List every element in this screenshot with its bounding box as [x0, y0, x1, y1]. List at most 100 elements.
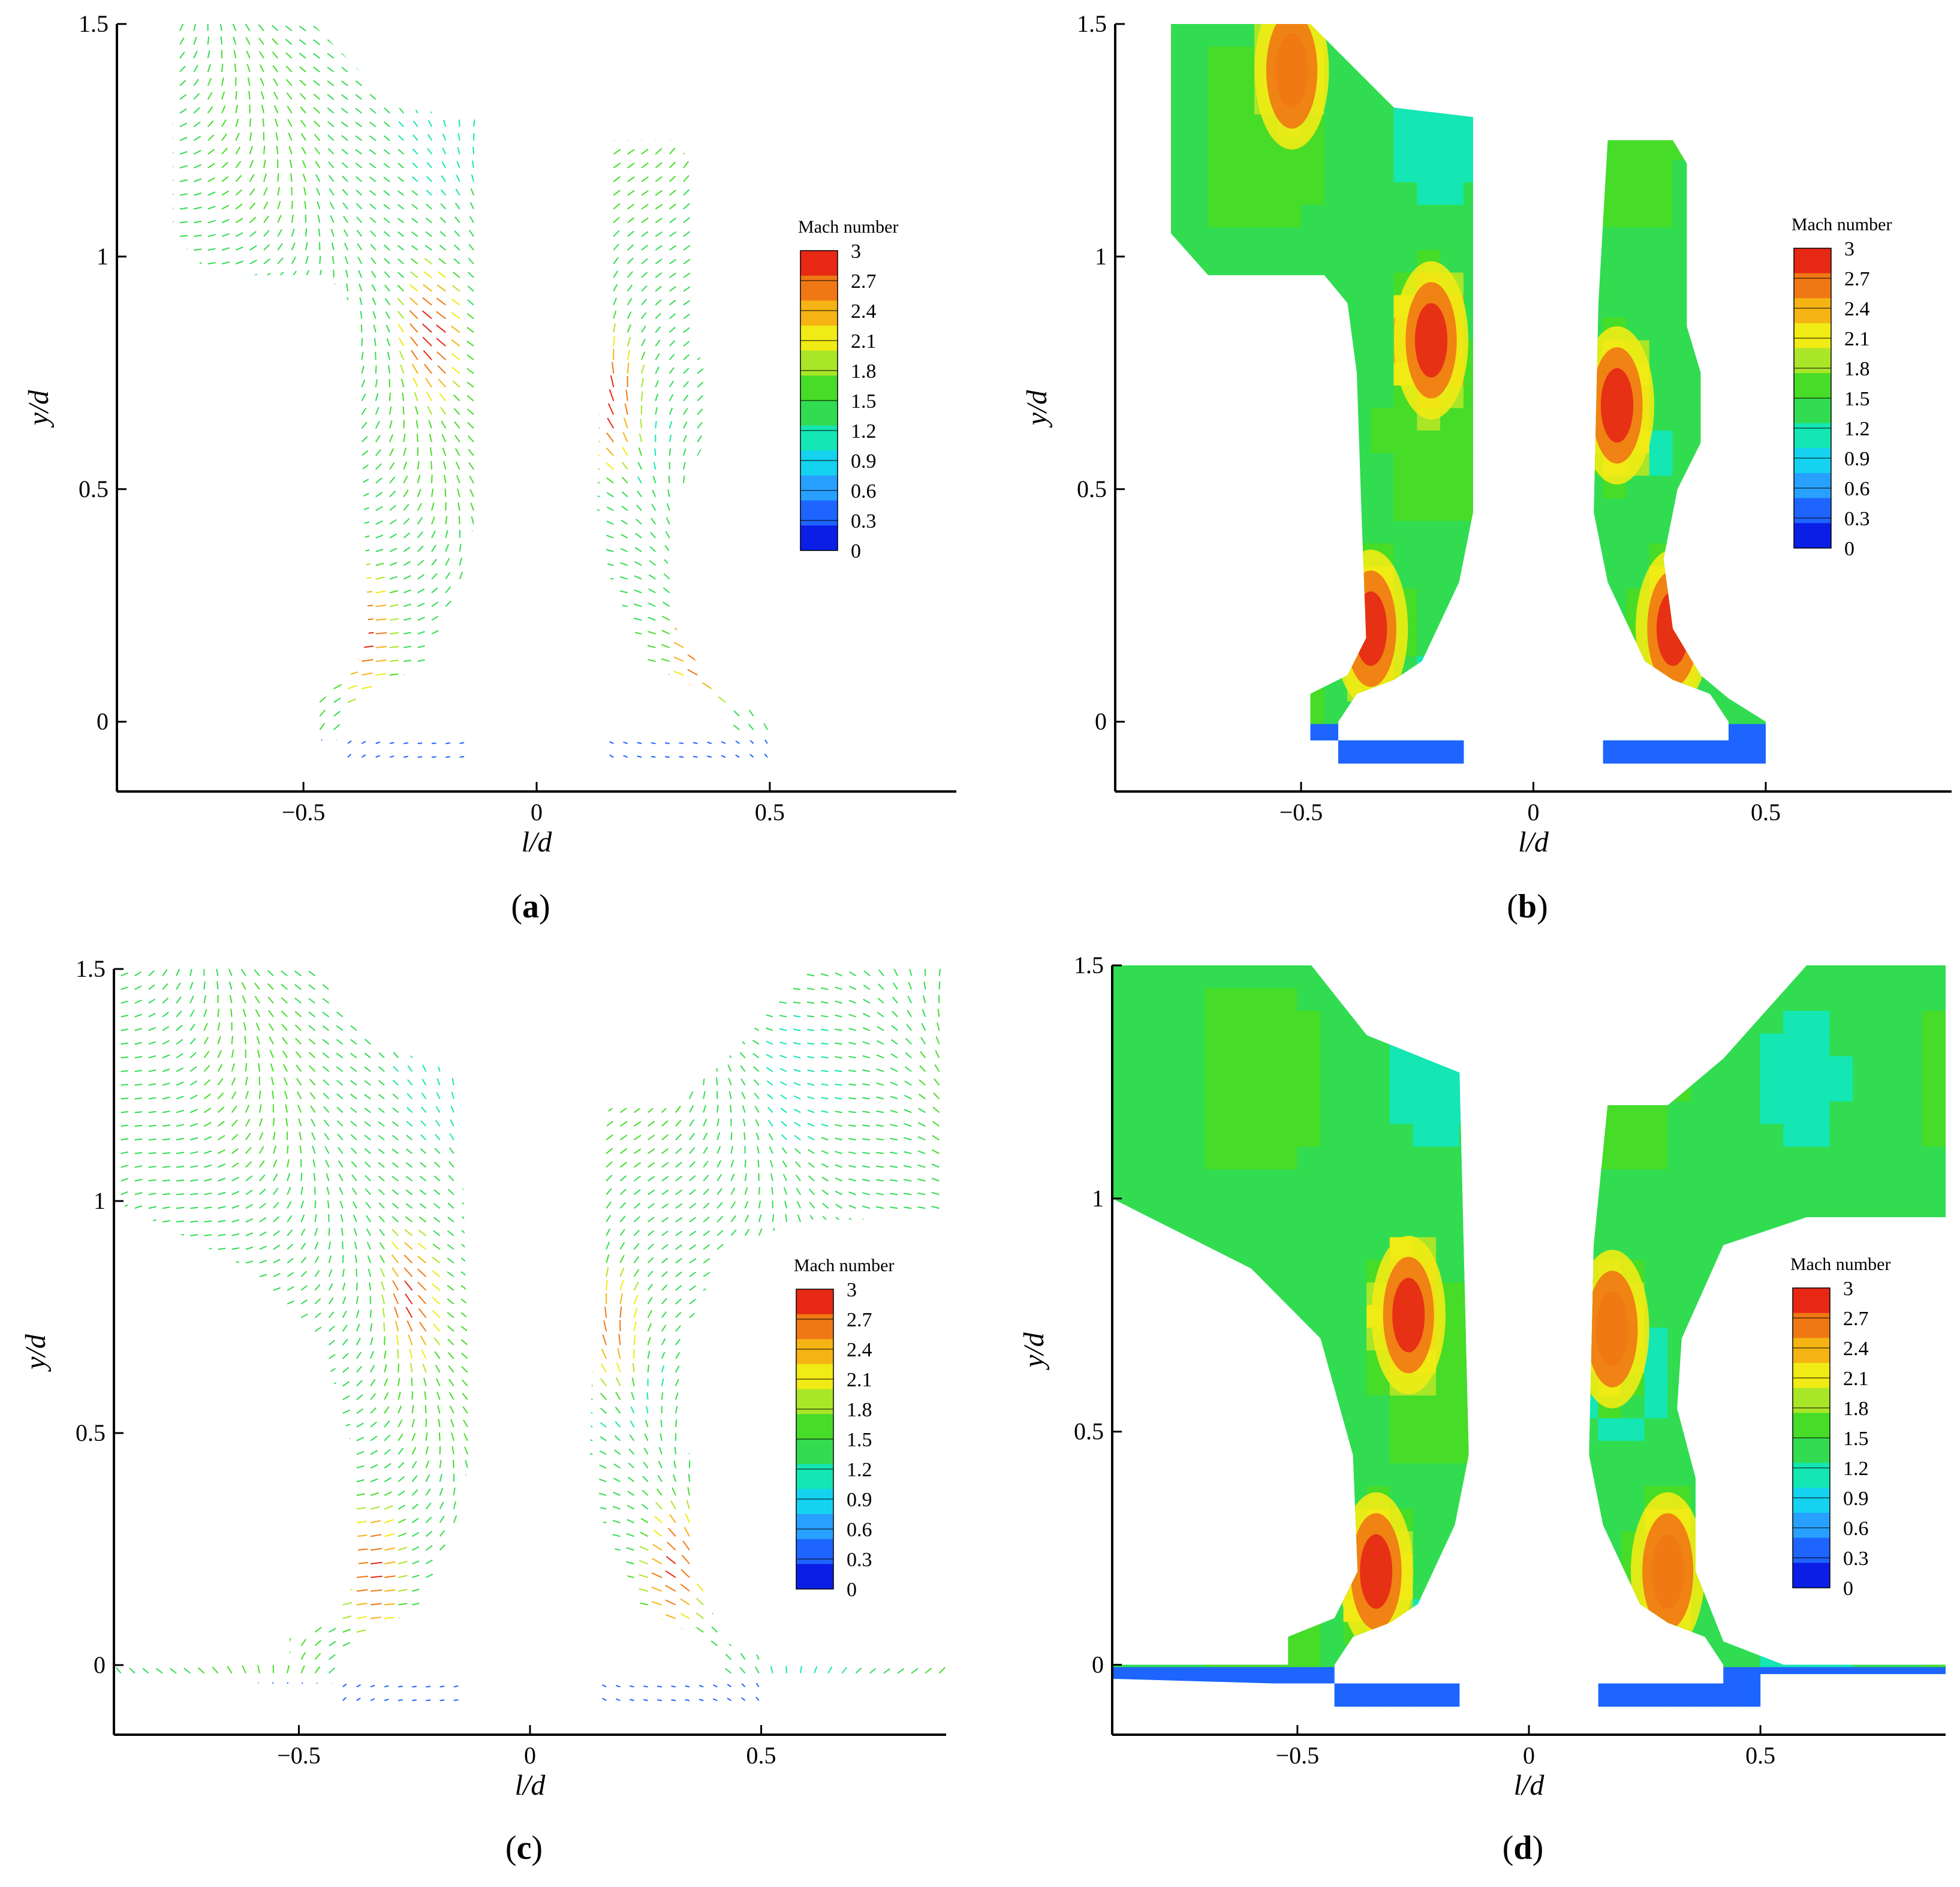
contour-cell [1277, 204, 1302, 228]
velocity-vector [445, 37, 449, 45]
velocity-vector [767, 311, 770, 319]
contour-cell [1719, 294, 1743, 318]
velocity-vector [261, 104, 264, 113]
contour-cell [1579, 588, 1604, 612]
contour-cell [1254, 339, 1278, 363]
contour-cell [1138, 430, 1162, 453]
contour-cell [1742, 24, 1766, 47]
velocity-vector [429, 447, 432, 456]
velocity-vector [661, 658, 670, 662]
velocity-vector [390, 783, 394, 785]
contour-cell [1556, 723, 1580, 747]
velocity-vector [159, 1488, 163, 1496]
velocity-vector [571, 215, 576, 223]
velocity-vector [429, 434, 432, 443]
velocity-vector [291, 413, 299, 416]
colorbar-swatch [1794, 398, 1831, 424]
velocity-vector [188, 654, 195, 662]
velocity-vector [410, 258, 419, 264]
velocity-vector [146, 698, 152, 703]
velocity-vector [781, 492, 788, 497]
velocity-vector [707, 741, 712, 744]
velocity-vector [651, 770, 655, 771]
velocity-vector [935, 571, 936, 579]
velocity-vector [403, 518, 410, 525]
velocity-vector [767, 339, 770, 347]
velocity-vector [597, 781, 600, 785]
velocity-vector [170, 1626, 177, 1633]
velocity-vector [907, 558, 910, 565]
velocity-vector [655, 64, 660, 73]
velocity-vector [124, 234, 131, 236]
velocity-vector [486, 188, 489, 195]
velocity-vector [599, 121, 607, 128]
contour-cell [1417, 610, 1441, 634]
contour-cell [1649, 746, 1673, 764]
contour-cell [1905, 746, 1929, 769]
velocity-vector [487, 769, 492, 771]
velocity-vector [633, 727, 642, 731]
velocity-vector [207, 206, 216, 210]
velocity-vector [838, 616, 844, 620]
contour-cell [1510, 475, 1534, 498]
velocity-vector [121, 1056, 128, 1059]
velocity-vector [739, 450, 746, 456]
contour-cell [1184, 588, 1209, 612]
velocity-vector [529, 723, 534, 730]
velocity-vector [641, 176, 649, 182]
velocity-vector [470, 188, 474, 196]
velocity-vector [236, 372, 243, 374]
velocity-vector [356, 38, 363, 45]
colorbar-tick-label: 0.6 [851, 480, 877, 502]
velocity-vector [669, 245, 677, 251]
velocity-vector [473, 79, 478, 86]
velocity-vector [174, 627, 180, 634]
velocity-vector [865, 560, 871, 565]
velocity-vector [592, 549, 600, 552]
velocity-vector [865, 546, 871, 552]
velocity-vector [529, 681, 531, 689]
velocity-vector [501, 40, 509, 46]
contour-cell [1231, 294, 1256, 318]
velocity-vector [480, 409, 488, 416]
velocity-vector [553, 722, 558, 730]
velocity-vector [175, 1474, 177, 1482]
velocity-vector [633, 617, 642, 621]
contour-cell [1789, 114, 1813, 137]
velocity-vector [356, 24, 363, 32]
velocity-vector [764, 782, 767, 785]
contour-cell [1905, 520, 1929, 544]
velocity-vector [605, 699, 614, 703]
velocity-vector [710, 462, 716, 470]
contour-cell [1440, 633, 1464, 657]
velocity-vector [375, 449, 381, 456]
velocity-vector [753, 464, 761, 470]
contour-cell [1171, 543, 1185, 566]
velocity-vector [880, 712, 886, 717]
velocity-vector [362, 591, 373, 594]
velocity-vector [568, 311, 573, 319]
velocity-vector [299, 79, 306, 86]
colorbar-tick-label: 0.6 [1844, 478, 1870, 500]
velocity-vector [305, 454, 314, 456]
velocity-vector [529, 242, 531, 251]
velocity-vector [710, 557, 712, 565]
velocity-vector [148, 1027, 156, 1031]
velocity-vector [667, 489, 670, 497]
contour-cell [1928, 182, 1952, 205]
velocity-vector [949, 754, 953, 757]
contour-cell [1719, 249, 1743, 273]
velocity-vector [655, 353, 660, 360]
velocity-vector [893, 768, 897, 771]
contour-level [1600, 368, 1634, 443]
velocity-vector [725, 271, 731, 278]
contour-cell [1138, 610, 1162, 634]
velocity-vector [627, 350, 630, 360]
velocity-vector [579, 724, 586, 730]
contour-cell [1603, 565, 1627, 589]
velocity-vector [893, 601, 899, 607]
velocity-vector [427, 148, 432, 155]
velocity-vector [272, 38, 279, 45]
contour-cell [1672, 204, 1697, 228]
contour-cell [1556, 588, 1580, 612]
